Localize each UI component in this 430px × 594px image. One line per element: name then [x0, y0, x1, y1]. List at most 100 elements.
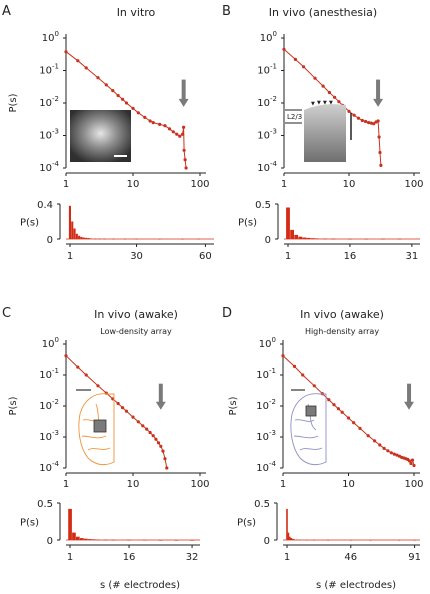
x-tick-label: 91 — [408, 552, 421, 563]
y-axis-label: P(s) — [8, 93, 19, 112]
arrow-head-icon — [155, 401, 166, 410]
data-point — [369, 121, 373, 125]
bar — [135, 238, 138, 240]
data-point — [64, 354, 68, 358]
bar — [82, 237, 85, 239]
data-point — [104, 83, 108, 87]
bar — [80, 236, 83, 239]
data-point — [407, 459, 411, 463]
y-tick-label: 100 — [42, 30, 59, 44]
brain-sulci — [81, 403, 111, 451]
bar — [94, 238, 97, 240]
data-point — [148, 430, 152, 435]
bar — [174, 540, 179, 541]
arrow-icon — [181, 79, 186, 100]
bar — [112, 238, 115, 240]
data-point — [327, 90, 331, 95]
y-axis-label: P(s) — [20, 218, 39, 229]
data-point — [84, 373, 88, 377]
arrow-icon — [407, 383, 412, 403]
y-tick-exponent: -3 — [52, 429, 59, 437]
y-tick-label: 100 — [260, 30, 277, 44]
data-point — [145, 427, 149, 431]
x-axis-label: s (# electrodes) — [316, 580, 396, 591]
data-point — [121, 97, 125, 101]
data-point — [379, 163, 383, 167]
data-point — [136, 111, 140, 115]
data-point — [395, 453, 399, 457]
loglog-plot: 100 10-1 10-2 10-3 10-4 1 10 100 — [39, 336, 209, 490]
bar — [348, 238, 352, 240]
data-point — [336, 407, 340, 411]
data-point — [332, 403, 336, 407]
bar-plot: 0.5 0 P(s) 1 46 91 — [237, 499, 421, 563]
data-point — [327, 398, 331, 402]
y-tick-exponent: -1 — [269, 367, 276, 375]
data-point — [131, 415, 135, 419]
bar — [289, 536, 291, 540]
data-point — [124, 101, 129, 105]
array-location — [305, 405, 317, 417]
data-point — [333, 95, 337, 99]
bar — [158, 238, 161, 240]
y-tick-exponent: -2 — [269, 398, 276, 406]
y-tick-label: 10-4 — [257, 160, 277, 174]
arrow-icon — [158, 383, 163, 403]
bar — [296, 539, 298, 541]
data-point — [378, 443, 382, 447]
y-tick-label: 0.5 — [37, 499, 53, 510]
data-point — [367, 121, 371, 125]
bar — [197, 238, 200, 240]
data-point — [382, 446, 386, 450]
bar-plot: 0.5 0 P(s) 1 16 31 — [238, 200, 420, 262]
bar — [369, 540, 372, 541]
x-tick-label: 100 — [190, 479, 209, 490]
data-point — [167, 127, 172, 131]
bar — [313, 539, 315, 541]
x-tick-label: 46 — [344, 552, 357, 563]
data-point — [312, 384, 316, 388]
electrode-marker: ▼ — [329, 100, 333, 106]
layer-label: L2/3 — [287, 113, 302, 121]
data-point — [182, 125, 186, 129]
bar — [72, 532, 76, 540]
inset-brain-outline — [290, 389, 327, 466]
bar — [111, 539, 116, 541]
bar — [298, 236, 303, 239]
data-point — [366, 434, 370, 438]
y-tick-label: 0 — [47, 235, 53, 246]
y-tick-label: 10-3 — [39, 429, 59, 443]
data-point — [136, 420, 140, 424]
bar — [315, 238, 319, 239]
x-tick-label: 10 — [342, 479, 355, 490]
bar — [398, 540, 400, 541]
x-tick-label: 100 — [404, 479, 423, 490]
data-point — [358, 426, 362, 430]
bar — [290, 538, 293, 540]
data-point — [337, 100, 341, 104]
x-tick-label: 31 — [406, 251, 419, 262]
electrode-marker: ▼ — [323, 100, 327, 106]
y-tick-label: 0 — [265, 235, 271, 246]
bar — [124, 238, 127, 240]
inset-brain-outline — [76, 389, 115, 466]
data-point — [183, 158, 187, 162]
y-tick-label: 10-3 — [39, 128, 59, 142]
arrow-icon — [376, 79, 381, 100]
bar — [323, 238, 327, 240]
loglog-plot: 100 10-1 10-2 10-3 10-4 1 10 100 — [256, 336, 423, 490]
y-tick-label: 10-1 — [39, 63, 59, 77]
data-point — [116, 401, 120, 406]
brain-outline-icon — [290, 393, 327, 466]
data-point — [364, 119, 368, 124]
y-axis-label: P(s) — [20, 518, 39, 529]
bar — [87, 238, 90, 239]
data-point — [340, 410, 344, 414]
bar — [80, 538, 84, 540]
data-point — [301, 373, 305, 377]
bar — [143, 539, 147, 541]
y-tick-exponent: -2 — [270, 95, 277, 103]
inset-cortex-slice: L2/3 ▼ ▼ ▼ ▼ — [285, 100, 352, 162]
data-point — [281, 354, 285, 358]
x-tick-label: 10 — [127, 179, 140, 190]
